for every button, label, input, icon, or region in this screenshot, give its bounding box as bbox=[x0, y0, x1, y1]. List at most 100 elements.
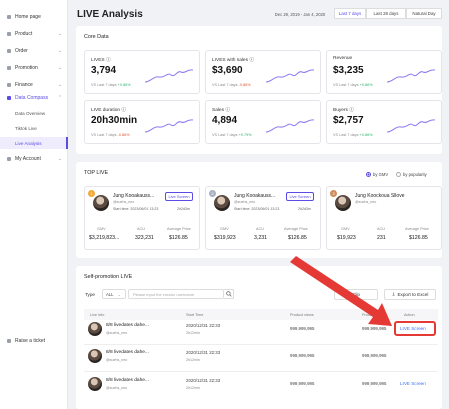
creator-name: Jung Kooakauss... bbox=[113, 193, 155, 199]
column-header: Start Time bbox=[186, 312, 204, 317]
metric-value: 323,231 bbox=[135, 235, 154, 241]
metric-label: ACU bbox=[137, 227, 146, 231]
metric-label: ACU bbox=[377, 227, 386, 231]
sidebar: Home page Product ⌄ Order ⌄ Promotion ⌄ Fin… bbox=[0, 0, 68, 409]
metric-tile-sales: Sales ⓘ 4,894 VS Last 7 days +0.79% bbox=[205, 100, 321, 144]
range-last-7-days[interactable]: Last 7 days bbox=[334, 8, 366, 19]
product-count: 999,999,995 bbox=[362, 353, 387, 358]
date-range-display[interactable]: Dec 29, 2019 - Jan 4, 2020 bbox=[274, 11, 326, 17]
search-input[interactable]: Please input the creator username bbox=[128, 289, 224, 299]
metric-value: $126.85 bbox=[409, 235, 428, 241]
metric-compare: VS Last 7 days +0.86% bbox=[333, 133, 373, 137]
rank-badge: 1 bbox=[88, 190, 95, 197]
data-compass-icon bbox=[7, 96, 11, 100]
sidebar-subitem-live-analysis[interactable]: Live Analysis bbox=[0, 137, 68, 149]
start-time: 2020/12/31 22:33 bbox=[186, 350, 221, 355]
metric-value: $2,757 bbox=[333, 115, 364, 126]
metric-label: GMV bbox=[341, 227, 350, 231]
metric-label: Revenue bbox=[333, 56, 353, 61]
metric-value: $319,923 bbox=[214, 235, 236, 241]
range-natural-day[interactable]: Natural Day bbox=[406, 8, 442, 19]
info-icon: ⓘ bbox=[121, 108, 127, 113]
metric-value: $19,923 bbox=[337, 235, 356, 241]
finance-icon bbox=[7, 83, 11, 87]
table-header bbox=[84, 309, 438, 320]
live-screen-button[interactable]: Live Screen bbox=[286, 192, 314, 201]
radio-by-popularity[interactable]: by popularity bbox=[396, 172, 427, 177]
sidebar-subitem-data-overview[interactable]: Data Overview bbox=[15, 110, 46, 116]
type-select[interactable]: ALL ⌄ bbox=[102, 289, 126, 299]
order-icon bbox=[7, 49, 11, 53]
sidebar-item-promotion[interactable]: Promotion ⌄ bbox=[0, 62, 68, 74]
creator-handle: @suehs_neo bbox=[106, 331, 128, 335]
creator-handle: @suehs_neo bbox=[355, 200, 377, 204]
metric-tile-lives: LIVES ⓘ 3,794 VS Last 7 days +0.86% bbox=[84, 50, 200, 94]
metric-label: GMV bbox=[220, 227, 229, 231]
creator-name: Jung Kooakauss... bbox=[234, 193, 276, 199]
range-last-28-days[interactable]: Last 28 days bbox=[366, 8, 406, 19]
metric-label: Average Price bbox=[167, 227, 191, 231]
metric-tile-lives-with-sales: LIVES with sales ⓘ $3,690 VS Last 7 days… bbox=[205, 50, 321, 94]
info-icon: ⓘ bbox=[105, 58, 111, 63]
live-duration: 2h12min bbox=[186, 358, 200, 362]
chevron-down-icon: ⌄ bbox=[57, 82, 62, 88]
avatar bbox=[93, 195, 109, 211]
metric-compare: VS Last 7 days +0.79% bbox=[212, 133, 252, 137]
metric-value: 4,894 bbox=[212, 115, 238, 126]
avatar bbox=[214, 195, 230, 211]
search-button[interactable] bbox=[224, 289, 234, 299]
row-divider bbox=[84, 344, 438, 345]
live-screen-button[interactable]: Live Screen bbox=[165, 192, 193, 201]
info-icon: ⓘ bbox=[225, 108, 231, 113]
live-duration: 2h12min bbox=[186, 331, 200, 335]
sidebar-item-product[interactable]: Product ⌄ bbox=[0, 28, 68, 40]
radio-by-gmv[interactable]: by GMV bbox=[366, 172, 388, 177]
top-live-item: 3 Jung Koockoua Sllove @suehs_neo GMV AC… bbox=[326, 186, 442, 250]
type-filter-label: Type bbox=[85, 292, 95, 297]
section-title: Core Data bbox=[84, 34, 109, 40]
page-title: LIVE Analysis bbox=[77, 9, 143, 20]
live-screen-link[interactable]: LIVE Screen bbox=[400, 326, 426, 331]
chevron-up-icon: ⌃ bbox=[57, 95, 62, 101]
download-icon: ⇩ bbox=[391, 291, 396, 297]
product-views: 999,999,995 bbox=[290, 381, 315, 386]
live-title: 8/8 livedates dahe... bbox=[106, 350, 149, 355]
live-duration: 2h2d3m bbox=[298, 207, 311, 211]
metric-label: LIVES with sales ⓘ bbox=[212, 58, 255, 63]
sidebar-item-order[interactable]: Order ⌄ bbox=[0, 45, 68, 57]
raise-ticket-link[interactable]: Raise a ticket bbox=[0, 335, 68, 347]
product-count: 999,999,995 bbox=[362, 326, 387, 331]
metric-label: Average Price bbox=[284, 227, 308, 231]
sparkline bbox=[387, 69, 435, 83]
sidebar-item-data-compass[interactable]: Data Compass ⌃ bbox=[0, 92, 68, 104]
sidebar-item-home[interactable]: Home page bbox=[0, 11, 68, 23]
live-title: 8/8 livedates dahe... bbox=[106, 378, 149, 383]
metric-value: 3,231 bbox=[254, 235, 267, 241]
clip-button[interactable]: Clip bbox=[334, 289, 378, 300]
self-promotion-card: Self-promotion LIVE bbox=[76, 266, 442, 409]
rank-badge: 3 bbox=[330, 190, 337, 197]
section-title: Self-promotion LIVE bbox=[84, 274, 133, 280]
metric-label: Sales ⓘ bbox=[212, 108, 231, 113]
product-count: 999,999,995 bbox=[362, 381, 387, 386]
radio-dot bbox=[396, 172, 401, 177]
sidebar-item-my-account[interactable]: My Account ⌄ bbox=[0, 153, 68, 165]
sidebar-subitem-tiktok-live[interactable]: Tiktok Live bbox=[15, 125, 37, 131]
ticket-icon bbox=[7, 339, 11, 343]
metric-value: $126.85 bbox=[288, 235, 307, 241]
start-time: 2020/12/31 22:33 bbox=[186, 378, 221, 383]
live-duration: 2h2d3m bbox=[177, 207, 190, 211]
metric-compare: VS Last 7 days +0.86% bbox=[333, 83, 373, 87]
creator-handle: @suehs_neo bbox=[234, 200, 256, 204]
product-views: 999,999,995 bbox=[290, 353, 315, 358]
row-divider bbox=[84, 371, 438, 372]
creator-handle: @suehs_neo bbox=[106, 386, 128, 390]
export-to-excel-button[interactable]: ⇩ Export to Excel bbox=[384, 289, 436, 300]
sparkline bbox=[145, 119, 193, 133]
metric-label: LIVE duration ⓘ bbox=[91, 108, 127, 113]
column-header: Action bbox=[404, 312, 415, 317]
sparkline bbox=[266, 119, 314, 133]
section-title: TOP LIVE bbox=[84, 170, 109, 176]
sidebar-item-finance[interactable]: Finance ⌄ bbox=[0, 79, 68, 91]
live-screen-link[interactable]: LIVE Screen bbox=[400, 381, 426, 386]
